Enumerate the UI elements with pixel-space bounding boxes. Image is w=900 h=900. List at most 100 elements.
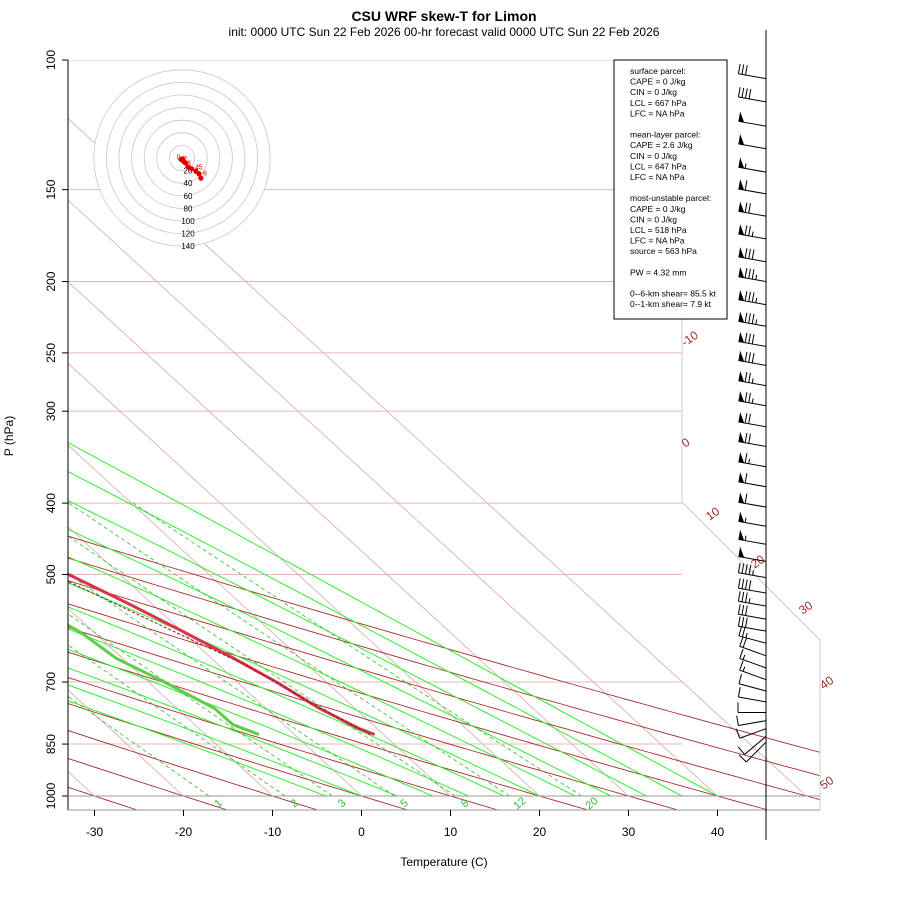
y-axis-label: P (hPa)	[2, 416, 16, 456]
wind-barb	[738, 134, 767, 150]
wind-barb	[738, 201, 767, 217]
pressure-label-200: 200	[44, 271, 58, 291]
info-box-frame	[613, 59, 728, 320]
parcel-profile	[68, 580, 371, 735]
wind-barb-feather	[748, 392, 751, 403]
wind-barbs	[735, 63, 767, 763]
moist-adiabat-24	[68, 556, 576, 797]
wind-barb	[737, 87, 767, 103]
temp-label-40: 40	[711, 825, 725, 839]
wind-barb-staff	[745, 741, 767, 763]
chart-title: CSU WRF skew-T for Limon	[351, 8, 536, 24]
moist-adiabat-20	[68, 582, 540, 797]
wind-barb-feather	[748, 248, 751, 259]
dry-adiabat-label-10: 10	[703, 504, 722, 523]
wind-barb-staff	[738, 120, 767, 127]
wind-barb	[738, 673, 767, 692]
wind-barb-feather	[745, 592, 748, 603]
wind-barb-feather	[744, 332, 748, 343]
wind-barb-staff	[738, 461, 767, 468]
wind-barb-feather	[748, 333, 751, 344]
wind-barb	[738, 741, 767, 763]
info-line: CIN = 0 J/kg	[630, 151, 677, 161]
wind-barb	[737, 63, 767, 80]
temp-label-10: 10	[444, 825, 458, 839]
isotherm--10	[68, 607, 273, 797]
wind-barb-feather	[748, 291, 751, 302]
hodograph-ring-140	[93, 69, 271, 247]
wind-barb-pennant	[738, 452, 745, 463]
wind-barb	[738, 331, 767, 347]
wind-barb	[738, 247, 767, 263]
wind-barb-staff	[738, 683, 767, 692]
pressure-label-300: 300	[44, 401, 58, 421]
hodograph-point	[196, 171, 202, 177]
wind-barb-half-feather	[744, 517, 747, 523]
wind-barb-pennant	[738, 331, 745, 343]
mixing-ratio-1	[68, 695, 210, 797]
wind-barb-feather	[745, 564, 748, 575]
wind-barb-staff	[738, 538, 767, 545]
wind-barb-half-feather	[742, 666, 746, 672]
wind-barb	[737, 562, 767, 579]
wind-barb-feather	[744, 225, 748, 236]
hodograph-ring-label-100: 100	[181, 217, 195, 226]
wind-barb	[738, 179, 767, 195]
wind-barb-staff	[738, 720, 767, 727]
wind-barb-feather	[739, 648, 744, 659]
mixing-ratio-label-2: 2	[289, 797, 301, 810]
wind-barb-pennant	[738, 247, 745, 258]
wind-barb-staff	[738, 421, 767, 428]
moist-adiabat-28	[68, 528, 611, 797]
wind-barb-feather	[739, 636, 744, 647]
wind-barb-feather	[748, 372, 751, 383]
wind-barb-staff	[738, 587, 767, 594]
wind-barb	[737, 687, 767, 703]
pressure-label-400: 400	[44, 493, 58, 513]
wind-barb	[738, 224, 767, 240]
wind-barb-feather	[737, 578, 741, 589]
wind-barb	[735, 728, 767, 739]
wind-barb-feather	[737, 616, 741, 627]
x-axis-label: Temperature (C)	[400, 855, 487, 869]
hodograph-km-label-4: 4	[195, 165, 199, 172]
info-line: LFC = NA hPa	[630, 236, 685, 246]
axes-frame	[67, 30, 821, 840]
hodograph-point	[198, 175, 204, 181]
info-line: 0--6-km shear= 85.5 kt	[630, 289, 716, 299]
dry-adiabat-60	[68, 557, 820, 777]
hodograph-ring-label-80: 80	[184, 204, 193, 213]
wind-barb-pennant	[738, 350, 745, 362]
wind-barb-feather	[745, 605, 748, 616]
mixing-ratio-20	[133, 502, 582, 797]
wind-barb-staff	[738, 299, 767, 306]
wind-barb-feather	[748, 433, 751, 444]
wind-barb-pennant	[738, 546, 745, 558]
wind-barb-staff	[738, 210, 767, 217]
wind-barb-staff	[738, 696, 767, 703]
wind-barb-pennant	[738, 111, 745, 123]
wind-barb-staff	[738, 613, 767, 620]
wind-barb	[737, 604, 767, 620]
hodograph-ring-label-60: 60	[184, 192, 193, 201]
wind-barb-pennant	[738, 311, 745, 323]
wind-barb-staff	[738, 481, 767, 488]
info-line: most-unstable parcel:	[630, 193, 711, 203]
wind-barb	[738, 412, 767, 428]
wind-barb	[738, 266, 767, 283]
wind-barb-staff	[738, 73, 767, 80]
wind-barb-staff	[738, 188, 767, 195]
info-line: LCL = 647 hPa	[630, 161, 687, 171]
wind-barb	[738, 511, 767, 527]
wind-barb-feather	[741, 578, 745, 589]
wind-barb-feather	[744, 413, 748, 424]
hodograph-ring-100	[118, 94, 246, 222]
wind-barb-pennant	[738, 492, 745, 504]
mixing-ratio-12	[68, 502, 510, 797]
moist-adiabat-12	[68, 628, 469, 797]
wind-barb-staff	[739, 669, 767, 681]
wind-barb-feather	[751, 292, 755, 303]
info-line: CAPE = 0 J/kg	[630, 77, 686, 87]
